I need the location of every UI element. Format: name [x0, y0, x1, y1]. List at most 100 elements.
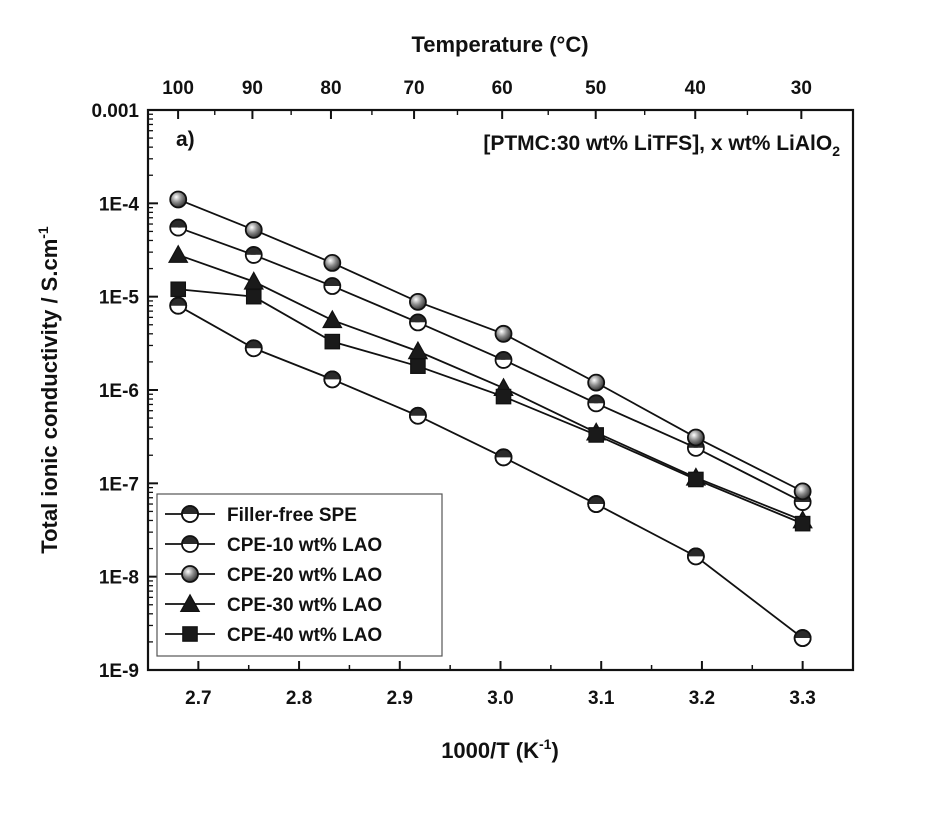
series-layer: [167, 190, 813, 647]
marker-square: [588, 427, 604, 443]
marker-square: [410, 358, 426, 374]
marker-circle-shaded: [323, 254, 342, 272]
legend-label: CPE-30 wt% LAO: [227, 595, 382, 616]
marker-square: [495, 388, 512, 405]
top-tick-label: 60: [492, 78, 513, 99]
marker-triangle: [179, 593, 201, 612]
y-tick-label: 1E-6: [99, 381, 139, 402]
x-tick-label: 2.8: [286, 688, 312, 709]
marker-circle-half-bottom: [793, 629, 812, 647]
legend-label: CPE-40 wt% LAO: [227, 625, 382, 646]
series-cpe-10-wt-lao: [169, 218, 812, 511]
marker-square: [794, 515, 811, 532]
marker-circle-half-top: [323, 277, 342, 295]
marker-circle: [244, 220, 263, 239]
marker-square: [170, 281, 187, 298]
marker-square: [495, 388, 512, 405]
y-axis-title-sup: -1: [35, 226, 51, 239]
marker-square: [170, 281, 187, 298]
series-line: [177, 254, 803, 522]
marker-square: [688, 471, 704, 488]
marker-outline: [587, 495, 606, 513]
marker-outline: [409, 406, 427, 425]
marker-circle-half-bottom: [409, 406, 427, 425]
text-layer: Temperature (°C) a) [PTMC:30 wt% LiTFS],…: [35, 32, 840, 763]
marker-circle-half-top: [169, 218, 188, 237]
marker-triangle: [243, 271, 264, 290]
top-tick-label: 50: [585, 78, 606, 99]
marker-circle: [494, 324, 513, 343]
marker-circle-shaded: [587, 373, 606, 392]
chart-annotation: [PTMC:30 wt% LiTFS], x wt% LiAlO2: [483, 132, 840, 159]
marker-triangle: [167, 244, 189, 263]
x-tick-label: 3.3: [789, 688, 815, 709]
marker-triangle: [322, 309, 343, 329]
marker-outline: [323, 370, 342, 389]
legend: Filler-free SPE CPE-10 wt% LAO CPE-20 wt% …: [156, 493, 443, 657]
series-cpe-30-wt-lao: [167, 244, 813, 529]
series-filler-free-spe: [169, 296, 812, 647]
x-axis-title-main: 1000/T (K: [441, 738, 539, 763]
marker-circle-half-bottom: [181, 505, 199, 523]
axes-layer: 2.7 2.8 2.9 3.0 3.1 3.2 3.3 1E-9 1E-8 1E-7 1E-6 1E-…: [91, 78, 855, 709]
marker-triangle: [179, 593, 201, 612]
marker-outline: [323, 277, 342, 295]
y-tick-label: 1E-8: [99, 568, 139, 589]
marker-square: [410, 358, 426, 374]
marker-circle: [181, 565, 199, 583]
y-tick-label: 1E-7: [99, 474, 139, 495]
marker-outline: [793, 629, 812, 647]
marker-outline: [244, 246, 263, 264]
marker-circle-half-top: [494, 351, 513, 369]
y-tick-label: 1E-5: [99, 288, 140, 309]
legend-label: CPE-10 wt% LAO: [227, 535, 382, 556]
marker-circle-half-bottom: [494, 448, 513, 467]
marker-outline: [181, 535, 199, 553]
top-tick-label: 100: [162, 78, 194, 99]
marker-triangle: [322, 309, 343, 329]
x-axis-title: 1000/T (K-1): [441, 736, 559, 763]
marker-outline: [494, 351, 513, 369]
top-axis-title: Temperature (°C): [411, 32, 588, 57]
marker-triangle: [407, 340, 429, 360]
series-line: [177, 198, 804, 493]
marker-circle: [169, 190, 188, 209]
marker-outline: [169, 218, 188, 237]
marker-circle-shaded: [181, 565, 199, 583]
marker-outline: [686, 547, 705, 566]
top-tick-label: 40: [685, 78, 706, 99]
top-tick-label: 80: [320, 78, 341, 99]
x-tick-label: 2.9: [387, 688, 413, 709]
annotation-main: [PTMC:30 wt% LiTFS], x wt% LiAlO: [483, 132, 832, 155]
marker-square: [794, 515, 811, 532]
y-tick-label: 1E-4: [99, 194, 140, 215]
top-tick-label: 70: [403, 78, 424, 99]
marker-circle: [793, 482, 812, 501]
marker-outline: [244, 339, 263, 358]
y-axis-title: Total ionic conductivity / S.cm-1: [35, 226, 62, 554]
x-tick-label: 2.7: [185, 688, 211, 709]
x-tick-label: 3.1: [588, 688, 615, 709]
marker-circle-half-top: [244, 246, 263, 264]
y-axis-title-main: Total ionic conductivity / S.cm: [37, 239, 62, 554]
x-axis-title-tail: ): [551, 738, 558, 763]
marker-outline: [494, 448, 513, 467]
series-line: [177, 304, 804, 639]
marker-circle: [587, 373, 606, 392]
marker-circle-shaded: [244, 220, 263, 239]
marker-outline: [587, 394, 606, 413]
marker-square: [182, 626, 198, 642]
marker-outline: [181, 505, 199, 523]
y-tick-label: 1E-9: [99, 661, 139, 682]
x-tick-label: 3.0: [487, 688, 513, 709]
marker-circle-half-bottom: [587, 495, 606, 513]
marker-circle-half-top: [587, 394, 606, 413]
marker-circle-shaded: [494, 324, 513, 343]
panel-label: a): [176, 128, 195, 151]
marker-square: [588, 427, 604, 443]
legend-box: [156, 493, 443, 657]
marker-circle-shaded: [686, 428, 705, 447]
top-tick-label: 30: [791, 78, 812, 99]
series-line: [178, 288, 803, 525]
